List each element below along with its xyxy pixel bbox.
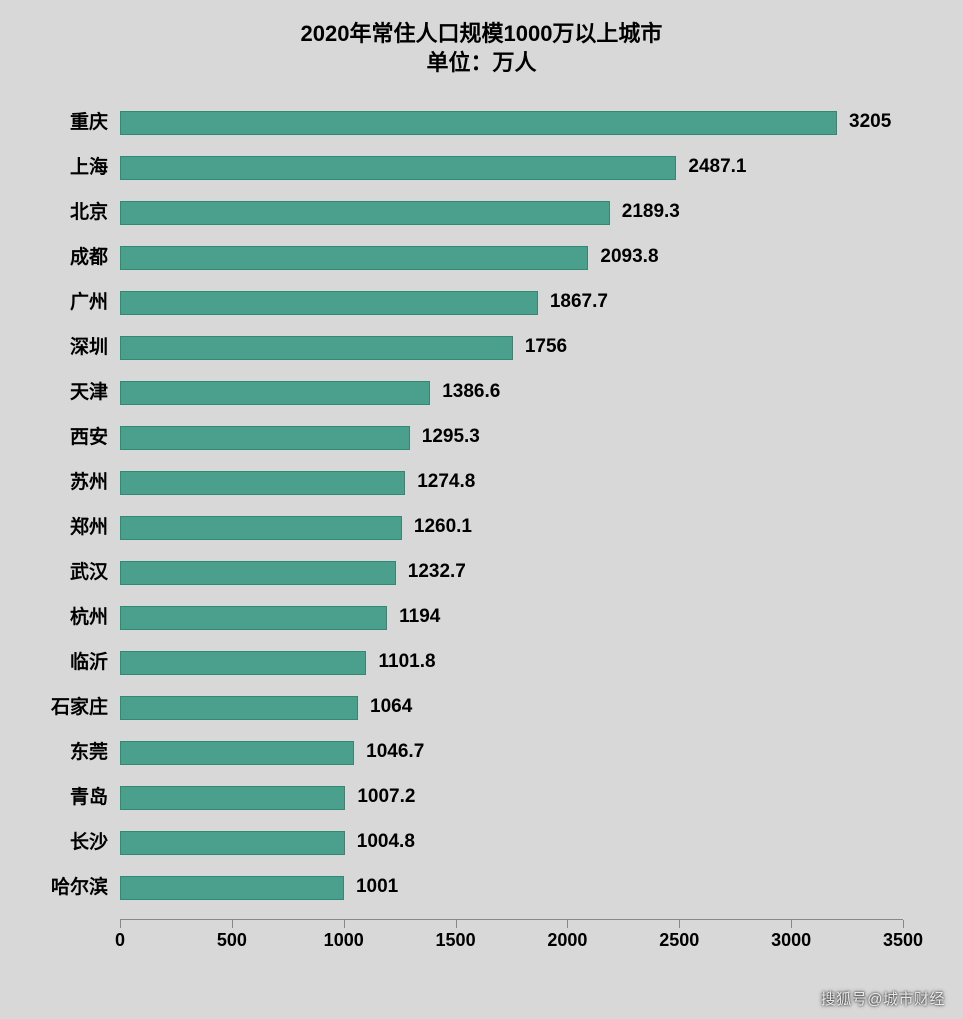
x-tick-mark (120, 920, 121, 928)
bar-row: 郑州1260.1 (120, 516, 903, 540)
x-tick-mark (679, 920, 680, 928)
bar-row: 天津1386.6 (120, 381, 903, 405)
bar-category-label: 苏州 (70, 471, 108, 495)
bar-value-label: 1274.8 (417, 471, 475, 493)
x-tick-label: 0 (115, 930, 125, 951)
bar-value-label: 1101.8 (378, 651, 435, 673)
bar-row: 北京2189.3 (120, 201, 903, 225)
bar-row: 深圳1756 (120, 336, 903, 360)
bar-category-label: 深圳 (70, 336, 108, 360)
bar-category-label: 成都 (70, 246, 108, 270)
x-tick-label: 3000 (771, 930, 811, 951)
chart-title-line1: 2020年常住人口规模1000万以上城市 (30, 20, 933, 49)
bar-row: 成都2093.8 (120, 246, 903, 270)
bar-value-label: 1232.7 (408, 561, 466, 583)
bar-row: 广州1867.7 (120, 291, 903, 315)
bar-rect (120, 516, 402, 540)
bar-row: 重庆3205 (120, 111, 903, 135)
bar-rect (120, 201, 610, 225)
bar-row: 哈尔滨1001 (120, 876, 903, 900)
bar-value-label: 1004.8 (357, 831, 415, 853)
bar-row: 杭州1194 (120, 606, 903, 630)
bar-rect (120, 561, 396, 585)
bar-value-label: 3205 (849, 111, 891, 133)
bar-rect (120, 606, 387, 630)
bar-row: 武汉1232.7 (120, 561, 903, 585)
bar-value-label: 1867.7 (550, 291, 608, 313)
bar-category-label: 长沙 (70, 831, 108, 855)
bar-rect (120, 246, 588, 270)
bar-category-label: 上海 (70, 156, 108, 180)
bar-row: 临沂1101.8 (120, 651, 903, 675)
bar-value-label: 2093.8 (600, 246, 658, 268)
bar-category-label: 东莞 (70, 741, 108, 765)
bar-rect (120, 156, 676, 180)
bar-category-label: 临沂 (70, 651, 108, 675)
bar-rect (120, 696, 358, 720)
bar-value-label: 2189.3 (622, 201, 680, 223)
x-tick-mark (232, 920, 233, 928)
bar-rect (120, 786, 345, 810)
chart-title-line2: 单位：万人 (30, 49, 933, 78)
bar-rect (120, 111, 837, 135)
x-tick-label: 2000 (547, 930, 587, 951)
bar-value-label: 1007.2 (357, 786, 415, 808)
chart-title: 2020年常住人口规模1000万以上城市 单位：万人 (30, 20, 933, 77)
x-tick-label: 2500 (659, 930, 699, 951)
bar-rect (120, 651, 366, 675)
x-tick-mark (567, 920, 568, 928)
bar-value-label: 1756 (525, 336, 567, 358)
x-tick-label: 500 (217, 930, 247, 951)
bar-rect (120, 336, 513, 360)
bar-category-label: 广州 (70, 291, 108, 315)
x-tick-mark (791, 920, 792, 928)
bar-category-label: 青岛 (70, 786, 108, 810)
bar-row: 长沙1004.8 (120, 831, 903, 855)
bar-rect (120, 741, 354, 765)
bar-rect (120, 381, 430, 405)
chart-container: 2020年常住人口规模1000万以上城市 单位：万人 重庆3205上海2487.… (0, 0, 963, 1019)
x-tick-label: 1500 (436, 930, 476, 951)
bar-category-label: 西安 (70, 426, 108, 450)
bar-value-label: 1295.3 (422, 426, 480, 448)
bar-category-label: 郑州 (70, 516, 108, 540)
bar-row: 上海2487.1 (120, 156, 903, 180)
bar-row: 东莞1046.7 (120, 741, 903, 765)
bar-value-label: 1260.1 (414, 516, 472, 538)
x-tick-mark (344, 920, 345, 928)
bar-category-label: 哈尔滨 (51, 876, 108, 900)
bar-value-label: 2487.1 (688, 156, 746, 178)
bar-category-label: 天津 (70, 381, 108, 405)
x-tick-label: 3500 (883, 930, 923, 951)
bar-value-label: 1046.7 (366, 741, 424, 763)
chart-x-axis: 0500100015002000250030003500 (120, 919, 903, 955)
bar-category-label: 重庆 (70, 111, 108, 135)
bar-value-label: 1064 (370, 696, 412, 718)
bar-value-label: 1001 (356, 876, 398, 898)
x-tick-mark (903, 920, 904, 928)
chart-bars: 重庆3205 上海2487.1 北京2189.3 成都2093.8 广州1867.7 深圳… (120, 107, 903, 919)
bar-category-label: 武汉 (70, 561, 108, 585)
x-tick-mark (456, 920, 457, 928)
bar-category-label: 北京 (70, 201, 108, 225)
bar-row: 西安1295.3 (120, 426, 903, 450)
bar-value-label: 1194 (399, 606, 440, 628)
bar-rect (120, 291, 538, 315)
bar-category-label: 石家庄 (51, 696, 108, 720)
watermark-text: 搜狐号@城市财经 (821, 988, 945, 1009)
bar-value-label: 1386.6 (442, 381, 500, 403)
bar-rect (120, 831, 345, 855)
bar-row: 青岛1007.2 (120, 786, 903, 810)
bar-row: 苏州1274.8 (120, 471, 903, 495)
chart-plot-area: 重庆3205 上海2487.1 北京2189.3 成都2093.8 广州1867.7 深圳… (120, 107, 903, 955)
bar-category-label: 杭州 (70, 606, 108, 630)
bar-rect (120, 471, 405, 495)
bar-rect (120, 426, 410, 450)
x-tick-label: 1000 (324, 930, 364, 951)
bar-rect (120, 876, 344, 900)
bar-row: 石家庄1064 (120, 696, 903, 720)
